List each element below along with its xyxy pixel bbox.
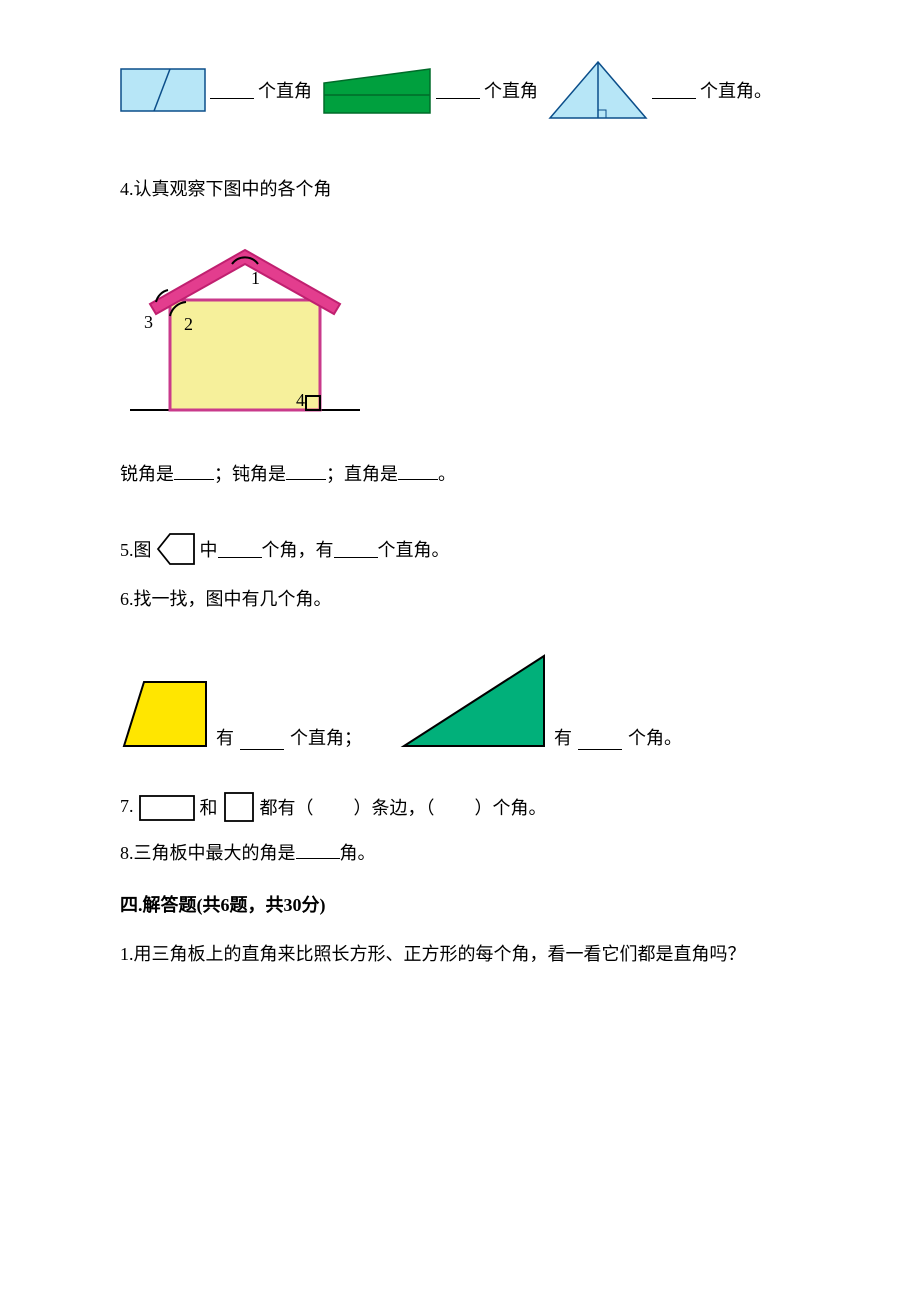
q6-t2b: 个角。 (628, 724, 682, 750)
svg-text:2: 2 (184, 314, 193, 334)
shape-green-trap (322, 65, 432, 115)
q6-title: 6.找一找，图中有几个角。 (120, 580, 800, 620)
q6-t2a: 有 (554, 724, 572, 750)
blank-1 (210, 81, 254, 99)
q5-blank2 (334, 540, 378, 558)
square-icon (222, 790, 256, 824)
blank-2 (436, 81, 480, 99)
q6-t1b: 个直角； (290, 724, 362, 750)
worksheet-page: 个直角 个直角 个直角。 4.认真观察下图中的各个角 (0, 0, 920, 1053)
q8-blank (296, 841, 340, 859)
shape-rect-diagonal (120, 68, 206, 112)
label-2: 个直角 (484, 77, 538, 103)
q6-t1a: 有 (216, 724, 234, 750)
section4-heading: 四.解答题(共6题，共30分) (120, 891, 800, 917)
q5-p2: 中 (200, 536, 218, 562)
q8-line: 8.三角板中最大的角是 角。 (120, 834, 800, 874)
q5-p3: 个角，有 (262, 536, 334, 562)
green-right-triangle (398, 650, 548, 750)
q7-p5: ）个角。 (475, 794, 547, 820)
q7-p3: 都有（ (260, 794, 314, 820)
q7-row: 7. 和 都有（ ）条边，（ ）个角。 (120, 790, 800, 824)
shapes-row: 个直角 个直角 个直角。 (120, 60, 800, 120)
q5-row: 5.图 中 个角，有 个直角。 (120, 532, 800, 566)
q4-fill-line: 锐角是 ；钝角是 ；直角是 。 (120, 455, 800, 495)
svg-text:1: 1 (251, 268, 260, 288)
q6-blank2 (578, 732, 622, 750)
house-svg: 1 2 3 4 (120, 230, 370, 420)
svg-text:3: 3 (144, 312, 153, 332)
q7-p2: 和 (200, 794, 218, 820)
q4-p2: ；钝角是 (214, 464, 286, 484)
q5-p4: 个直角。 (378, 536, 450, 562)
q6-row: 有 个直角； 有 个角。 (120, 650, 800, 750)
rect-icon (138, 790, 196, 824)
q4-p3: ；直角是 (326, 464, 398, 484)
pentagon-icon (156, 532, 196, 566)
q5-p1: 5.图 (120, 536, 152, 562)
q4-blank3 (398, 462, 438, 480)
label-3: 个直角。 (700, 77, 772, 103)
q8-p2: 角。 (340, 843, 376, 863)
yellow-trap (120, 678, 210, 750)
q5-blank1 (218, 540, 262, 558)
blank-3 (652, 81, 696, 99)
q6-blank1 (240, 732, 284, 750)
q4-prompt: 4.认真观察下图中的各个角 (120, 170, 800, 210)
house-figure: 1 2 3 4 (120, 230, 800, 425)
shape-cyan-triangle (548, 60, 648, 120)
q4-p1: 锐角是 (120, 464, 174, 484)
spacer (120, 512, 800, 532)
section4-q1: 1.用三角板上的直角来比照长方形、正方形的每个角，看一看它们都是直角吗？ (120, 935, 800, 975)
q7-p1: 7. (120, 796, 134, 817)
q4-p4: 。 (438, 464, 456, 484)
q4-blank1 (174, 462, 214, 480)
q4-blank2 (286, 462, 326, 480)
q7-p4: ）条边，（ (354, 794, 435, 820)
svg-text:4: 4 (296, 390, 305, 410)
q8-p1: 8.三角板中最大的角是 (120, 843, 296, 863)
label-1: 个直角 (258, 77, 312, 103)
